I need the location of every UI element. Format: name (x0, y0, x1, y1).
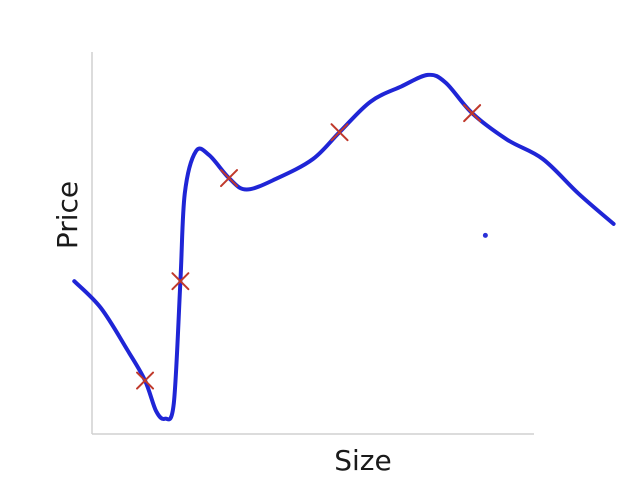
data-point-3 (220, 169, 239, 188)
stray-dot (482, 232, 488, 238)
data-points (136, 104, 482, 390)
data-point-1 (136, 371, 155, 390)
data-point-2 (171, 272, 190, 291)
y-axis-label: Price (51, 181, 84, 249)
x-axis-label: Size (334, 444, 391, 477)
data-point-4 (330, 123, 349, 142)
data-point-5 (463, 104, 482, 123)
axes (91, 52, 534, 435)
